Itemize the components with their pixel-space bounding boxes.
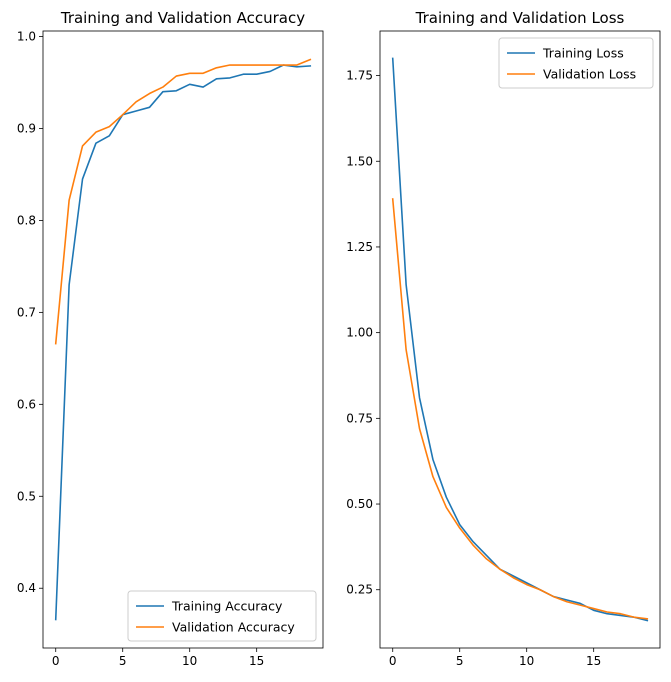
y-tick-label: 0.7 <box>17 305 36 319</box>
legend: Training Loss Validation Loss <box>498 37 654 89</box>
x-tick-label: 15 <box>249 654 264 668</box>
y-tick-label: 1.50 <box>346 154 373 168</box>
legend-box <box>127 590 317 642</box>
x-tick-label: 10 <box>519 654 534 668</box>
y-tick-label: 0.5 <box>17 489 36 503</box>
legend-label: Validation Loss <box>543 67 636 82</box>
series-line-validation-loss <box>391 198 649 620</box>
x-tick-label: 0 <box>389 654 397 668</box>
accuracy-chart: Training and Validation Accuracy 0 5 10 15 0.… <box>17 9 324 668</box>
x-tick-label: 5 <box>456 654 464 668</box>
legend-label: Validation Accuracy <box>172 620 295 635</box>
legend-label: Training Accuracy <box>171 599 283 614</box>
x-tick-label: 0 <box>52 654 60 668</box>
y-tick-label: 0.8 <box>17 213 36 227</box>
x-tick-label: 10 <box>182 654 197 668</box>
plot-frame <box>379 30 661 649</box>
y-tick-label: 0.25 <box>346 583 373 597</box>
y-tick-label: 1.25 <box>346 240 373 254</box>
chart-title: Training and Validation Loss <box>415 9 625 27</box>
x-tick-label: 15 <box>586 654 601 668</box>
legend-box <box>498 37 654 89</box>
loss-chart: Training and Validation Loss 0 5 10 15 0.25 0.… <box>346 9 661 668</box>
series-line-validation-accuracy <box>54 58 312 345</box>
chart-title: Training and Validation Accuracy <box>60 9 305 27</box>
y-tick-label: 1.00 <box>346 326 373 340</box>
series-line-training-accuracy <box>54 64 312 621</box>
x-tick-label: 5 <box>119 654 127 668</box>
y-tick-label: 0.4 <box>17 581 36 595</box>
series-line-training-loss <box>391 57 649 622</box>
y-tick-label: 0.6 <box>17 397 36 411</box>
y-tick-label: 0.50 <box>346 497 373 511</box>
legend: Training Accuracy Validation Accuracy <box>127 590 317 642</box>
y-tick-label: 0.75 <box>346 411 373 425</box>
y-tick-label: 1.0 <box>17 30 36 44</box>
legend-label: Training Loss <box>542 46 624 61</box>
plot-frame <box>42 30 324 649</box>
y-tick-label: 1.75 <box>346 69 373 83</box>
y-tick-label: 0.9 <box>17 121 36 135</box>
